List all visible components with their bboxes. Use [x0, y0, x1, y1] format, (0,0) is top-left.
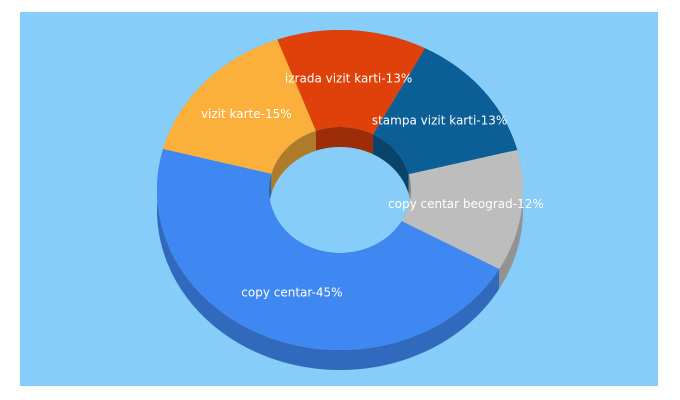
slice-inner-wall: [373, 134, 409, 195]
slice-label: vizit karte-15%: [201, 107, 292, 121]
slice-label: stampa vizit karti-13%: [372, 113, 507, 127]
slice: [373, 48, 518, 175]
slice-label: izrada vizit karti-13%: [285, 71, 412, 85]
slice-inner-wall: [315, 127, 374, 155]
slice: [157, 148, 500, 350]
slice-outer-wall: [499, 149, 523, 290]
slice: [277, 30, 426, 135]
slice: [163, 39, 316, 174]
slice-label: copy centar beograd-12%: [388, 197, 544, 211]
slice-inner-wall: [271, 130, 316, 194]
slice-label: copy centar-45%: [241, 286, 342, 300]
slice: [401, 149, 523, 270]
